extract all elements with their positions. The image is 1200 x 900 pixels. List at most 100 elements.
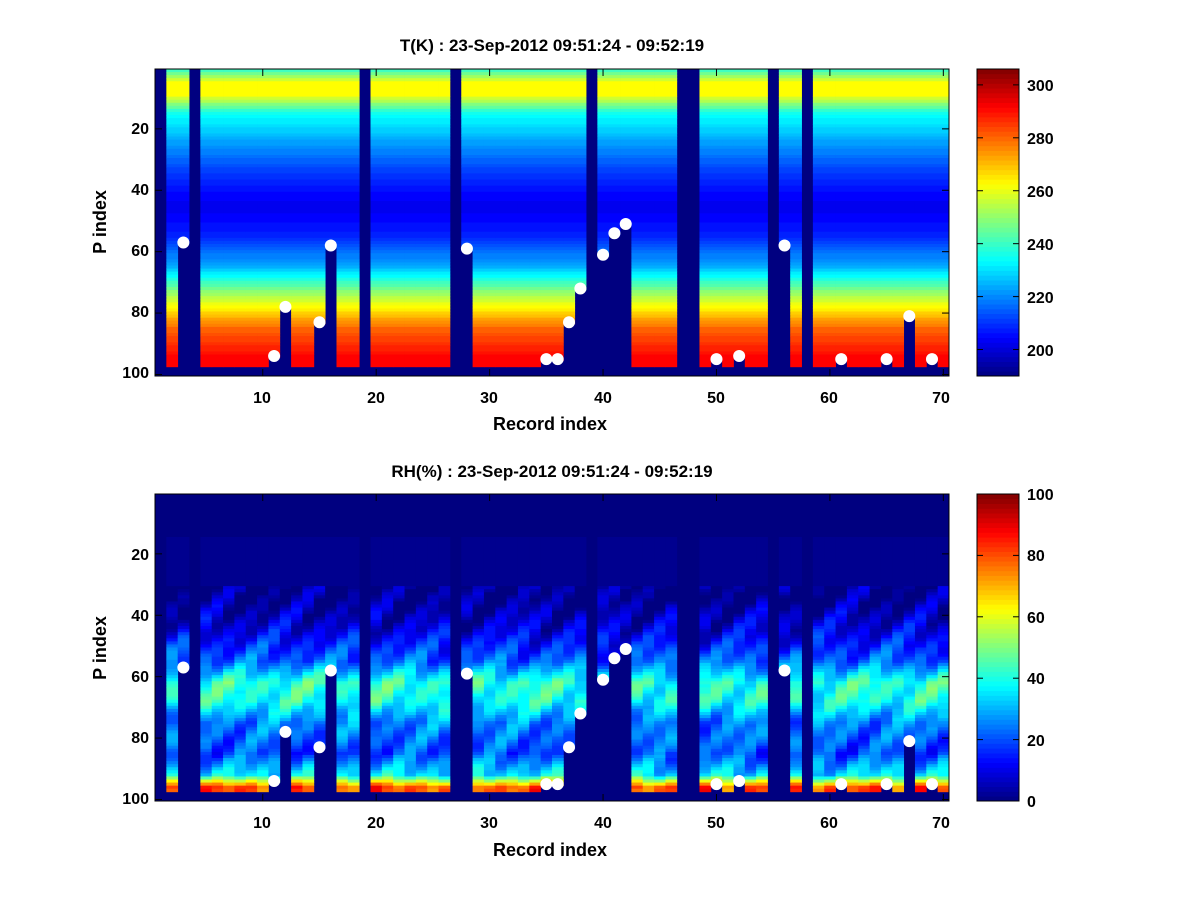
temperature-cell xyxy=(245,136,258,141)
temperature-cell xyxy=(325,133,337,137)
temperature-cell xyxy=(790,253,802,260)
temperature-cell xyxy=(880,308,893,312)
temperature-cell xyxy=(313,262,326,266)
temperature-cell xyxy=(733,173,746,180)
temperature-cell xyxy=(483,158,496,165)
temperature-cell xyxy=(869,311,882,315)
humidity-cell xyxy=(245,678,258,682)
temperature-cell xyxy=(654,247,666,251)
temperature-cell xyxy=(835,127,848,134)
humidity-cell xyxy=(370,687,383,691)
temperature-cell xyxy=(824,240,836,245)
temperature-cell xyxy=(880,127,893,134)
temperature-cell xyxy=(336,148,349,156)
temperature-cell xyxy=(223,280,235,285)
temperature-cell xyxy=(733,302,746,306)
temperature-cell xyxy=(234,111,247,116)
temperature-cell xyxy=(869,259,882,263)
temperature-cell xyxy=(223,299,235,303)
humidity-cell xyxy=(279,708,292,713)
temperature-cell xyxy=(699,271,712,276)
temperature-cell xyxy=(858,72,870,76)
humidity-cell xyxy=(393,730,405,734)
temperature-cell xyxy=(744,308,757,312)
temperature-cell xyxy=(404,237,417,242)
temperature-cell xyxy=(211,317,224,322)
temperature-cell xyxy=(631,164,644,168)
temperature-cell xyxy=(336,280,349,285)
temperature-cell xyxy=(415,333,428,337)
temperature-cell xyxy=(824,115,836,119)
temperature-cell xyxy=(427,259,439,263)
humidity-cell xyxy=(393,662,405,667)
temperature-cell xyxy=(733,69,746,73)
temperature-cell xyxy=(642,105,655,110)
temperature-cell xyxy=(665,118,678,125)
temperature-cell xyxy=(495,317,508,322)
humidity-cell xyxy=(393,665,405,670)
temperature-cell xyxy=(744,124,757,128)
temperature-cell xyxy=(756,133,768,137)
temperature-cell xyxy=(835,139,848,147)
humidity-cell xyxy=(257,613,269,624)
temperature-cell xyxy=(336,139,349,147)
temperature-cell xyxy=(404,158,417,165)
temperature-cell xyxy=(937,314,950,319)
temperature-cell xyxy=(347,167,360,174)
temperature-cell xyxy=(472,271,485,276)
humidity-cell xyxy=(302,610,315,615)
temperature-column xyxy=(302,69,315,368)
temperature-cell xyxy=(733,250,746,254)
temperature-cell xyxy=(892,280,905,285)
temperature-cell xyxy=(914,311,927,315)
temperature-cell xyxy=(835,231,848,239)
temperature-cell xyxy=(257,191,269,202)
temperature-cell xyxy=(268,299,281,303)
temperature-cell xyxy=(257,253,269,260)
temperature-cell xyxy=(710,345,723,352)
temperature-cell xyxy=(415,317,428,322)
temperature-cell xyxy=(427,345,439,352)
humidity-cell xyxy=(268,659,281,664)
temperature-cell xyxy=(234,185,247,193)
temperature-cell xyxy=(540,145,553,150)
humidity-cell xyxy=(166,647,179,651)
humidity-cell xyxy=(381,693,394,698)
humidity-cell xyxy=(211,782,224,787)
humidity-cell xyxy=(347,754,360,759)
humidity-cell xyxy=(325,586,337,608)
humidity-cell xyxy=(223,598,235,602)
humidity-cell xyxy=(234,727,247,731)
temperature-cell xyxy=(756,240,768,245)
temperature-cell xyxy=(937,158,950,165)
temperature-cell xyxy=(880,305,893,309)
temperature-cell xyxy=(529,133,542,137)
temperature-cell xyxy=(812,222,825,233)
temperature-cell xyxy=(529,167,542,174)
temperature-cell xyxy=(211,345,224,352)
temperature-cell xyxy=(574,268,587,273)
temperature-column xyxy=(574,69,587,291)
temperature-cell xyxy=(540,99,553,104)
temperature-cell xyxy=(483,283,496,288)
temperature-cell xyxy=(858,158,870,165)
temperature-cell xyxy=(552,173,564,180)
temperature-cell xyxy=(291,78,303,82)
temperature-cell xyxy=(347,326,360,334)
humidity-cell xyxy=(404,779,417,783)
temperature-cell xyxy=(381,136,394,141)
temperature-cell xyxy=(665,75,678,79)
humidity-cell xyxy=(393,742,405,747)
temperature-cell xyxy=(370,145,383,150)
temperature-cell xyxy=(404,296,417,300)
temperature-cell xyxy=(699,191,712,202)
temperature-cell xyxy=(200,351,213,355)
humidity-cell xyxy=(393,675,405,679)
temperature-cell xyxy=(381,314,394,319)
temperature-cell xyxy=(858,308,870,312)
temperature-cell xyxy=(790,308,802,312)
temperature-cell xyxy=(211,231,224,239)
temperature-cell xyxy=(302,265,315,269)
temperature-cell xyxy=(325,118,337,125)
temperature-cell xyxy=(404,259,417,263)
